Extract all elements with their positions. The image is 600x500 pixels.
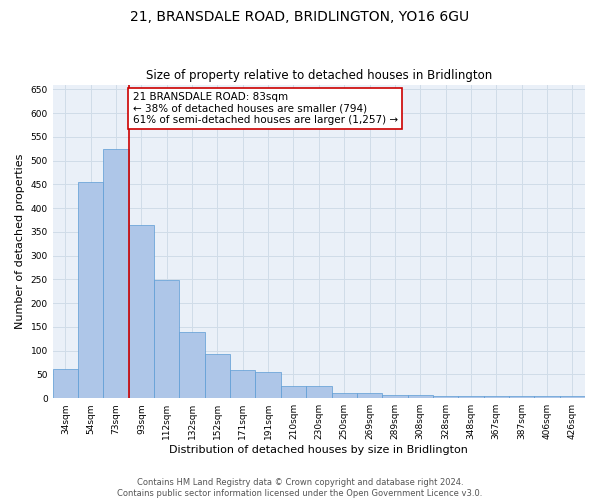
Text: 21 BRANSDALE ROAD: 83sqm
← 38% of detached houses are smaller (794)
61% of semi-: 21 BRANSDALE ROAD: 83sqm ← 38% of detach…: [133, 92, 398, 125]
Bar: [230, 370, 256, 398]
Title: Size of property relative to detached houses in Bridlington: Size of property relative to detached ho…: [146, 69, 492, 82]
Bar: [129, 224, 154, 398]
Bar: [509, 396, 535, 398]
Bar: [281, 386, 306, 398]
Bar: [560, 396, 585, 398]
Y-axis label: Number of detached properties: Number of detached properties: [15, 154, 25, 329]
Text: Contains HM Land Registry data © Crown copyright and database right 2024.
Contai: Contains HM Land Registry data © Crown c…: [118, 478, 482, 498]
Bar: [256, 372, 281, 398]
Bar: [535, 396, 560, 398]
Text: 21, BRANSDALE ROAD, BRIDLINGTON, YO16 6GU: 21, BRANSDALE ROAD, BRIDLINGTON, YO16 6G…: [130, 10, 470, 24]
Bar: [382, 395, 407, 398]
Bar: [154, 280, 179, 398]
Bar: [53, 368, 78, 398]
Bar: [103, 148, 129, 398]
Bar: [484, 396, 509, 398]
Bar: [179, 332, 205, 398]
Bar: [357, 392, 382, 398]
Bar: [306, 386, 332, 398]
Bar: [78, 182, 103, 398]
Bar: [458, 396, 484, 398]
X-axis label: Distribution of detached houses by size in Bridlington: Distribution of detached houses by size …: [169, 445, 468, 455]
Bar: [433, 396, 458, 398]
Bar: [205, 354, 230, 398]
Bar: [407, 396, 433, 398]
Bar: [332, 394, 357, 398]
